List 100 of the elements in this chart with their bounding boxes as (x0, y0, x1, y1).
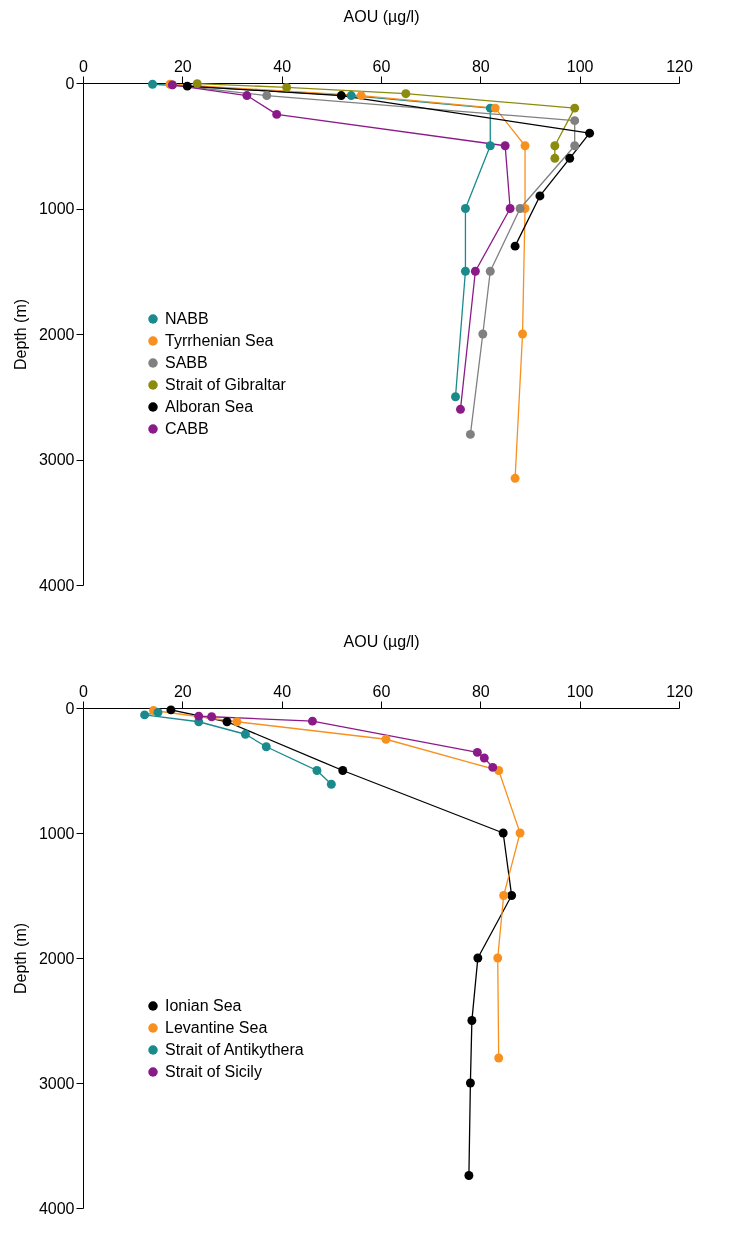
y-tick-label: 3000 (38, 451, 75, 468)
point (570, 141, 580, 151)
point (515, 204, 525, 213)
y-axis-title: Depth (m) (11, 922, 29, 995)
point (222, 717, 232, 727)
point (336, 91, 346, 101)
x-tick-label: 100 (566, 682, 594, 700)
point (494, 1053, 504, 1063)
point (261, 742, 271, 752)
point (485, 266, 495, 276)
point (182, 81, 192, 91)
point (478, 329, 488, 339)
point (464, 1171, 474, 1180)
point (356, 91, 366, 101)
legend-label: Tyrrhenian Sea (165, 332, 274, 349)
y-tick-label: 1000 (38, 200, 75, 217)
point (473, 953, 483, 963)
x-tick-label: 80 (471, 682, 490, 700)
y-tick-label: 4000 (38, 1199, 75, 1217)
point (470, 266, 480, 276)
point (565, 153, 575, 163)
point (148, 79, 158, 89)
point (518, 329, 528, 339)
x-tick-label: 60 (372, 682, 391, 700)
legend-label: Strait of Sicily (165, 1063, 262, 1080)
x-tick-label: 20 (173, 682, 192, 700)
point (153, 707, 163, 717)
x-tick-label: 100 (566, 57, 594, 75)
point (488, 762, 498, 772)
x-tick-label: 40 (273, 57, 292, 75)
point (515, 828, 525, 838)
y-tick-label: 3000 (38, 1074, 75, 1092)
point (570, 116, 580, 126)
point (307, 716, 317, 726)
point (570, 103, 580, 113)
point (346, 91, 356, 101)
y-tick-label: 1000 (38, 824, 75, 842)
point (140, 710, 150, 720)
point (192, 79, 202, 89)
point (401, 89, 411, 99)
point (455, 404, 465, 414)
x-tick-label: 80 (471, 57, 490, 75)
legend-label: Levantine Sea (165, 1019, 268, 1036)
point (535, 191, 545, 201)
x-axis-title: AOU (µg/l) (343, 632, 420, 650)
point (460, 204, 470, 213)
point (207, 712, 217, 722)
point (282, 82, 292, 92)
point (460, 266, 470, 276)
legend-label: CABB (165, 420, 209, 437)
point (485, 141, 495, 151)
x-tick-label: 0 (79, 57, 89, 75)
point (465, 1078, 475, 1088)
x-tick-label: 120 (666, 57, 693, 75)
point (451, 392, 460, 402)
point (505, 204, 515, 213)
point (500, 141, 510, 151)
legend-label: SABB (165, 354, 208, 371)
point (272, 109, 282, 119)
point (242, 91, 252, 101)
point (510, 241, 520, 251)
y-tick-label: 2000 (38, 325, 75, 343)
x-tick-label: 20 (173, 57, 192, 75)
y-tick-label: 0 (65, 74, 75, 92)
point (499, 891, 509, 900)
y-tick-label: 0 (65, 699, 75, 717)
x-tick-label: 40 (273, 682, 292, 700)
point (312, 766, 322, 775)
legend-label: Alboran Sea (165, 398, 254, 415)
point (510, 473, 520, 483)
legend-label: Strait of Antikythera (165, 1041, 304, 1058)
point (465, 429, 475, 439)
point (194, 711, 204, 721)
point (232, 717, 242, 727)
point (467, 1016, 477, 1025)
point (479, 753, 489, 763)
point (490, 103, 500, 113)
point (507, 891, 517, 900)
legend-label: NABB (165, 310, 209, 327)
x-axis-title: AOU (µg/l) (343, 7, 420, 25)
legend-label: Strait of Gibraltar (165, 376, 287, 393)
y-tick-label: 4000 (38, 576, 75, 594)
point (520, 141, 530, 151)
y-axis-title: Depth (m) (11, 298, 29, 371)
point (262, 91, 272, 101)
point (166, 705, 176, 715)
point (326, 779, 336, 789)
point (550, 141, 560, 151)
point (493, 953, 503, 963)
x-tick-label: 120 (666, 682, 693, 700)
y-tick-label: 2000 (38, 949, 75, 967)
point (240, 729, 250, 739)
point (550, 153, 560, 163)
point (472, 747, 482, 757)
x-tick-label: 60 (372, 57, 391, 75)
legend-label: Ionian Sea (165, 997, 242, 1014)
point (498, 828, 508, 838)
x-tick-label: 0 (79, 682, 89, 700)
point (585, 128, 595, 138)
point (338, 766, 348, 775)
